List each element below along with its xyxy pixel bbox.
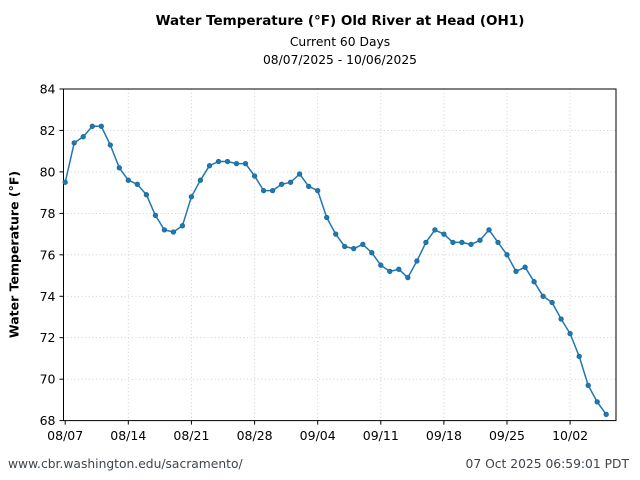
data-point — [405, 274, 411, 281]
data-point — [540, 293, 546, 299]
data-point — [351, 245, 357, 252]
x-tick-label: 08/14 — [110, 428, 146, 443]
chart-date-range: 08/07/2025 - 10/06/2025 — [262, 53, 417, 67]
y-tick-label: 74 — [40, 289, 56, 304]
x-tick-label: 08/21 — [173, 428, 209, 443]
data-point — [324, 214, 330, 221]
data-point — [269, 187, 276, 194]
data-point — [188, 194, 195, 200]
chart-header: Water Temperature (°F) Old River at Head… — [20, 13, 640, 67]
data-point — [161, 227, 168, 233]
data-point — [342, 243, 348, 250]
chart-subtitle: Current 60 Days — [289, 35, 391, 49]
y-tick-label: 76 — [40, 247, 56, 262]
data-point — [170, 229, 177, 235]
data-point — [152, 212, 159, 219]
data-point — [504, 252, 510, 258]
data-point — [567, 330, 573, 337]
data-point — [603, 411, 609, 418]
data-point — [549, 299, 555, 306]
data-point — [369, 250, 375, 256]
data-point — [62, 179, 68, 185]
data-point — [333, 231, 339, 237]
data-point — [432, 227, 438, 233]
data-point — [260, 187, 267, 194]
plot-frame — [63, 88, 617, 422]
data-point — [89, 123, 95, 129]
data-point — [477, 237, 483, 243]
data-point — [423, 239, 429, 246]
data-point — [98, 123, 104, 129]
data-point — [242, 160, 249, 167]
temperature-series-line — [64, 125, 607, 415]
data-point — [315, 187, 321, 194]
data-point — [215, 158, 222, 165]
data-point — [594, 399, 600, 405]
data-point — [71, 140, 77, 146]
footer-timestamp: 07 Oct 2025 06:59:01 PDT — [465, 457, 629, 471]
data-point — [287, 179, 294, 185]
data-point — [233, 160, 240, 167]
data-point — [387, 268, 393, 275]
data-point — [585, 382, 591, 389]
y-tick-label: 84 — [40, 82, 56, 97]
y-tick-label: 78 — [40, 206, 56, 221]
data-point — [495, 239, 501, 246]
data-point — [522, 264, 528, 270]
data-point — [197, 177, 204, 183]
chart-footer: www.cbr.washington.edu/sacramento/ 07 Oc… — [8, 457, 629, 471]
data-point — [441, 231, 447, 237]
y-axis-label: Water Temperature (°F) — [7, 171, 22, 338]
x-tick-label: 09/04 — [300, 428, 336, 443]
data-point — [296, 171, 303, 177]
data-point — [179, 223, 186, 229]
data-point — [116, 165, 122, 171]
data-point — [486, 227, 492, 233]
x-tick-label: 08/07 — [47, 428, 83, 443]
data-point — [378, 262, 384, 268]
data-point — [558, 316, 564, 322]
x-tick-label: 09/11 — [363, 428, 399, 443]
x-tick-label: 09/18 — [426, 428, 462, 443]
data-point — [278, 181, 285, 187]
footer-url: www.cbr.washington.edu/sacramento/ — [8, 457, 243, 471]
data-point — [531, 279, 537, 285]
chart-title: Water Temperature (°F) Old River at Head… — [155, 13, 525, 29]
x-tick-label: 08/28 — [237, 428, 273, 443]
data-point — [143, 192, 150, 198]
data-point — [125, 177, 131, 183]
data-point — [251, 173, 258, 179]
data-point — [450, 239, 456, 246]
x-tick-label: 09/25 — [489, 428, 525, 443]
data-point — [206, 163, 213, 169]
data-point — [107, 142, 113, 148]
data-point — [396, 266, 402, 272]
data-point — [224, 158, 231, 165]
data-point — [414, 258, 420, 264]
data-point — [576, 353, 582, 360]
data-point — [459, 239, 465, 246]
y-tick-label: 80 — [40, 164, 56, 179]
data-point — [134, 181, 140, 187]
y-tick-label: 72 — [40, 330, 56, 345]
data-point — [513, 268, 519, 275]
data-point — [468, 241, 474, 248]
y-tick-label: 70 — [40, 372, 56, 387]
data-point — [80, 134, 86, 140]
data-point — [360, 241, 366, 248]
y-tick-label: 82 — [40, 123, 56, 138]
y-tick-label: 68 — [40, 413, 56, 428]
data-point — [306, 183, 312, 190]
x-tick-label: 10/02 — [552, 428, 588, 443]
